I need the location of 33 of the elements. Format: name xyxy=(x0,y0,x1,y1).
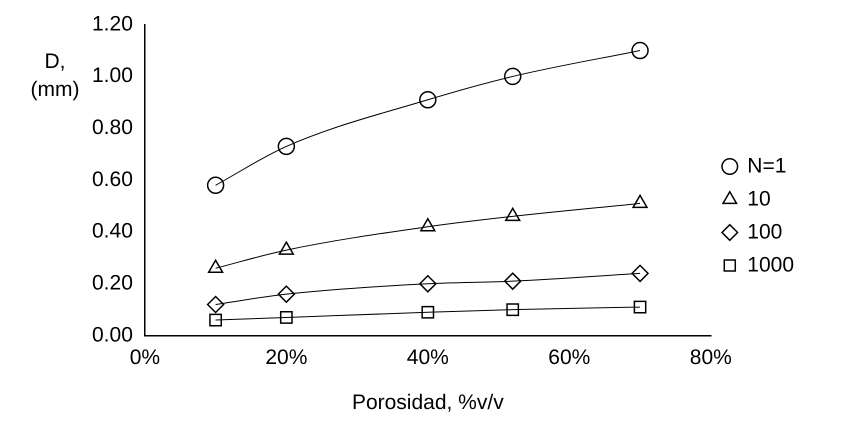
point xyxy=(506,303,520,316)
point xyxy=(419,91,437,109)
point xyxy=(278,285,296,303)
point xyxy=(206,296,224,314)
point xyxy=(278,138,296,156)
point xyxy=(206,176,224,194)
legend-label: 100 xyxy=(747,220,782,244)
legend-label: N=1 xyxy=(747,154,786,178)
y-tick-label: 1.20 xyxy=(92,12,133,36)
y-tick-label: 0.00 xyxy=(92,323,133,346)
point xyxy=(421,306,434,319)
point xyxy=(209,314,222,326)
y-axis-title: D, (mm) xyxy=(30,50,80,101)
point xyxy=(504,272,522,290)
y-tick-label: 0.40 xyxy=(92,220,133,243)
legend-label: 10 xyxy=(747,187,771,210)
x-tick-label: 80% xyxy=(690,346,732,369)
x-axis-title: Porosidad, %v/v xyxy=(352,391,504,414)
x-tick-label: 0% xyxy=(130,346,160,369)
x-tick-label: 60% xyxy=(548,346,590,369)
point xyxy=(631,42,649,60)
y-tick-label: 1.00 xyxy=(92,64,133,88)
x-tick-label: 40% xyxy=(406,346,449,369)
legend-label: 1000 xyxy=(747,253,794,276)
y-tick-label: 0.20 xyxy=(92,272,133,295)
point xyxy=(280,311,293,324)
point xyxy=(631,264,649,282)
point xyxy=(504,68,522,86)
y-tick-label: 0.80 xyxy=(92,116,133,140)
point xyxy=(634,300,646,314)
point xyxy=(419,275,437,293)
y-tick-label: 0.60 xyxy=(92,168,133,191)
x-tick-label: 20% xyxy=(265,346,308,369)
